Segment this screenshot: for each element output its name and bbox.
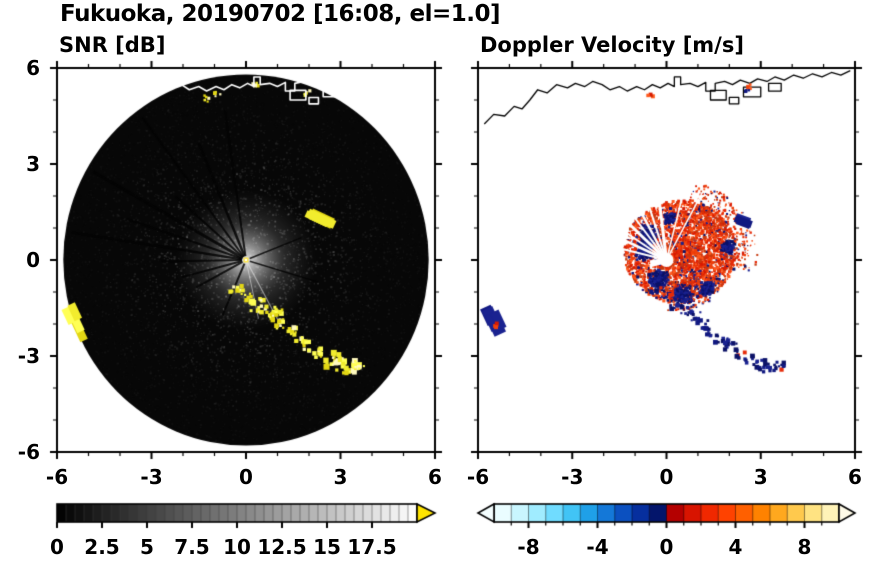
doppler-colorbar (466, 494, 867, 540)
doppler-x-tick-label-6: 6 (848, 465, 862, 489)
snr-colorbar-label-12.5: 12.5 (257, 535, 307, 559)
doppler-colorbar-label--8: -8 (517, 535, 540, 559)
doppler-x-tick-label--6: -6 (466, 465, 490, 489)
snr-colorbar-label-7.5: 7.5 (174, 535, 210, 559)
snr-x-tick-label-3: 3 (333, 465, 348, 489)
doppler-colorbar-label-8: 8 (797, 535, 812, 559)
y-tick-label-0: 0 (26, 248, 40, 272)
doppler-colorbar-label--4: -4 (586, 535, 609, 559)
y-tick-label-6: 6 (26, 56, 40, 80)
snr-colorbar-label-0: 0 (50, 535, 64, 559)
snr-x-tick-label-6: 6 (428, 465, 442, 489)
snr-colorbar-label-5: 5 (140, 535, 154, 559)
snr-colorbar-label-2.5: 2.5 (84, 535, 120, 559)
doppler-x-tick-label--3: -3 (561, 465, 584, 489)
snr-x-tick-label--6: -6 (45, 465, 69, 489)
doppler-x-tick-label-3: 3 (753, 465, 768, 489)
doppler-panel-title: Doppler Velocity [m/s] (480, 33, 744, 57)
doppler-colorbar-label-4: 4 (728, 535, 743, 559)
snr-x-tick-label--3: -3 (140, 465, 163, 489)
figure-title: Fukuoka, 20190702 [16:08, el=1.0] (60, 1, 501, 27)
snr-colorbar-label-10: 10 (223, 535, 251, 559)
doppler-x-tick-label-0: 0 (659, 465, 674, 489)
snr-ppi-plot (45, 56, 447, 464)
snr-x-tick-label-0: 0 (239, 465, 253, 489)
snr-colorbar-label-17.5: 17.5 (347, 535, 397, 559)
snr-colorbar-label-15: 15 (313, 535, 341, 559)
snr-colorbar (45, 494, 447, 540)
y-tick-label--3: -3 (17, 344, 40, 368)
y-tick-label--6: -6 (17, 440, 40, 464)
snr-panel-title: SNR [dB] (59, 33, 166, 57)
doppler-colorbar-label-0: 0 (659, 535, 674, 559)
doppler-ppi-plot (466, 56, 867, 464)
y-tick-label-3: 3 (26, 152, 40, 176)
